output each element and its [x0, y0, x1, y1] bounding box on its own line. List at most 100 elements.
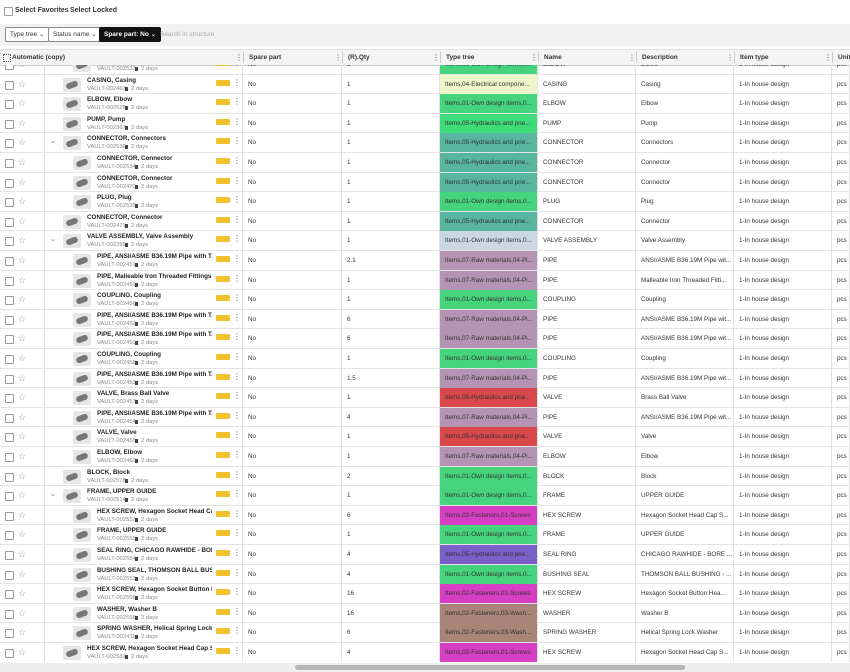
table-row[interactable]: ☆ PIPE, ANSI/ASME B36.19M Pipe with T... V…: [0, 251, 850, 271]
column-header[interactable]: Unit: [838, 54, 850, 61]
row-menu[interactable]: ⋮: [233, 254, 241, 263]
favorite-star[interactable]: ☆: [18, 647, 27, 657]
favorite-star[interactable]: ☆: [18, 549, 27, 559]
column-menu[interactable]: ⋮: [432, 53, 440, 62]
column-menu[interactable]: ⋮: [235, 53, 243, 62]
column-menu[interactable]: ⋮: [334, 53, 342, 62]
favorite-star[interactable]: ☆: [18, 588, 27, 599]
column-header[interactable]: Item type: [740, 54, 769, 61]
filter-chip[interactable]: Status name ⌄: [48, 27, 102, 42]
favorite-star[interactable]: ☆: [18, 117, 27, 128]
favorite-star[interactable]: ☆: [18, 372, 27, 383]
favorite-star[interactable]: ☆: [18, 333, 27, 344]
row-menu[interactable]: ⋮: [233, 391, 241, 401]
row-checkbox[interactable]: [5, 276, 14, 286]
filter-chip[interactable]: Spare part: No ⌄: [99, 27, 162, 42]
row-checkbox[interactable]: [5, 433, 14, 443]
favorite-star[interactable]: ☆: [18, 294, 27, 305]
row-checkbox[interactable]: [5, 296, 14, 306]
row-checkbox[interactable]: [5, 394, 14, 404]
search-input[interactable]: Search in structure: [160, 31, 215, 38]
favorite-star[interactable]: ☆: [18, 392, 27, 403]
select-locked[interactable]: Select Locked: [70, 7, 118, 14]
table-row[interactable]: ☆ HEX SCREW, Hexagon Socket Head Ca... VAU…: [0, 505, 850, 526]
column-header[interactable]: Spare part: [249, 54, 282, 61]
table-row[interactable]: ☆ ⌄ VALVE ASSEMBLY, Valve Assembly VAULT-00…: [0, 231, 850, 251]
expand-toggle[interactable]: ⌄: [50, 491, 56, 499]
favorite-star[interactable]: ☆: [18, 157, 27, 167]
row-checkbox[interactable]: [5, 198, 14, 208]
row-menu[interactable]: ⋮: [233, 156, 241, 165]
row-checkbox[interactable]: [5, 472, 14, 482]
row-checkbox[interactable]: [5, 315, 14, 325]
row-menu[interactable]: ⋮: [233, 489, 241, 499]
favorite-star[interactable]: ☆: [18, 176, 27, 187]
table-row[interactable]: ☆ PIPE, ANSI/ASME B36.19M Pipe with T... V…: [0, 407, 850, 428]
favorite-star[interactable]: ☆: [18, 509, 27, 520]
row-menu[interactable]: ⋮: [233, 450, 241, 459]
table-row[interactable]: ☆ CONNECTOR, Connector VAULT-002471 2 days ⋮…: [0, 211, 850, 232]
row-menu[interactable]: ⋮: [233, 332, 241, 342]
row-checkbox[interactable]: [5, 413, 14, 423]
row-checkbox[interactable]: [5, 570, 14, 580]
expand-toggle[interactable]: ⌄: [50, 138, 56, 146]
row-menu[interactable]: ⋮: [233, 234, 241, 244]
table-row[interactable]: ☆ SEAL RING, CHICAGO RAWHIDE - BOR... VAUL…: [0, 545, 850, 565]
row-menu[interactable]: ⋮: [233, 65, 241, 67]
row-checkbox[interactable]: [5, 590, 14, 600]
row-checkbox[interactable]: [5, 374, 14, 384]
row-menu[interactable]: ⋮: [233, 312, 241, 322]
checkbox[interactable]: [4, 7, 13, 16]
table-row[interactable]: ☆ ⌄ CONNECTOR, Connectors VAULT-002536 2 day…: [0, 133, 850, 153]
table-row[interactable]: ☆ PLUG, Plug VAULT-002535 2 days ⋮ No 1 Items,0…: [0, 192, 850, 212]
row-menu[interactable]: ⋮: [233, 606, 241, 616]
table-row[interactable]: ☆ ⌄ FRAME, UPPER GUIDE VAULT-002514 2 days ⋮ N…: [0, 486, 850, 506]
table-row[interactable]: ☆ PIPE, ANSI/ASME B36.19M Pipe with T... V…: [0, 368, 850, 389]
row-checkbox[interactable]: [5, 609, 14, 619]
favorite-star[interactable]: ☆: [18, 215, 27, 226]
row-checkbox[interactable]: [5, 531, 14, 541]
table-row[interactable]: ☆ PIPE, Malleable Iron Threaded Fittings …: [0, 270, 850, 291]
row-checkbox[interactable]: [5, 453, 14, 462]
favorite-star[interactable]: ☆: [18, 78, 27, 89]
row-menu[interactable]: ⋮: [233, 273, 241, 283]
table-row[interactable]: ☆ ELBOW, Elbow VAULT-002460 2 days ⋮ No 1 Items…: [0, 447, 850, 467]
favorite-star[interactable]: ☆: [18, 274, 27, 285]
column-menu[interactable]: ⋮: [726, 53, 734, 62]
table-row[interactable]: ☆ HEX SCREW, Hexagon Socket Head Cap S...…: [0, 643, 850, 662]
favorite-star[interactable]: ☆: [18, 411, 27, 422]
row-checkbox[interactable]: [5, 335, 14, 345]
row-checkbox[interactable]: [5, 178, 14, 188]
scroll-thumb[interactable]: [295, 665, 685, 670]
row-checkbox[interactable]: [5, 511, 14, 521]
row-checkbox[interactable]: [5, 492, 14, 502]
favorite-star[interactable]: ☆: [18, 490, 27, 501]
table-row[interactable]: ☆ CONNECTOR, Connector VAULT-002470 2 days ⋮…: [0, 172, 850, 193]
row-menu[interactable]: ⋮: [233, 371, 241, 381]
row-menu[interactable]: ⋮: [233, 410, 241, 420]
row-checkbox[interactable]: [5, 139, 14, 149]
table-row[interactable]: ☆ PUMP, Pump VAULT-002367 2 days ⋮ No 1 Items,0…: [0, 113, 850, 134]
favorite-star[interactable]: ☆: [18, 627, 27, 638]
table-row[interactable]: ☆ PIPE, ANSI/ASME B36.19M Pipe with T... V…: [0, 309, 850, 330]
expand-toggle[interactable]: ⌄: [50, 236, 56, 244]
favorite-star[interactable]: ☆: [18, 353, 27, 363]
row-menu[interactable]: ⋮: [233, 136, 241, 146]
favorite-star[interactable]: ☆: [18, 255, 27, 265]
table-row[interactable]: ☆ VALVE, Brass Ball Valve VAULT-002457 2 da…: [0, 388, 850, 408]
row-menu[interactable]: ⋮: [233, 175, 241, 185]
table-row[interactable]: ☆ HEX SCREW, Hexagon Socket Button H... VA…: [0, 584, 850, 604]
favorite-star[interactable]: ☆: [18, 137, 27, 148]
row-menu[interactable]: ⋮: [233, 214, 241, 224]
row-checkbox[interactable]: [5, 257, 14, 266]
row-menu[interactable]: ⋮: [233, 469, 241, 479]
row-checkbox[interactable]: [5, 355, 14, 364]
column-menu[interactable]: ⋮: [824, 53, 832, 62]
table-row[interactable]: ☆ PIPE, ANSI/ASME B36.19M Pipe with T... V…: [0, 329, 850, 349]
column-menu[interactable]: ⋮: [628, 53, 636, 62]
table-row[interactable]: ☆ WASHER, Washer B VAULT-002558 2 days ⋮ No 16…: [0, 603, 850, 624]
row-checkbox[interactable]: [5, 80, 14, 90]
favorite-star[interactable]: ☆: [18, 235, 27, 246]
favorite-star[interactable]: ☆: [18, 568, 27, 579]
favorite-star[interactable]: ☆: [18, 313, 27, 324]
